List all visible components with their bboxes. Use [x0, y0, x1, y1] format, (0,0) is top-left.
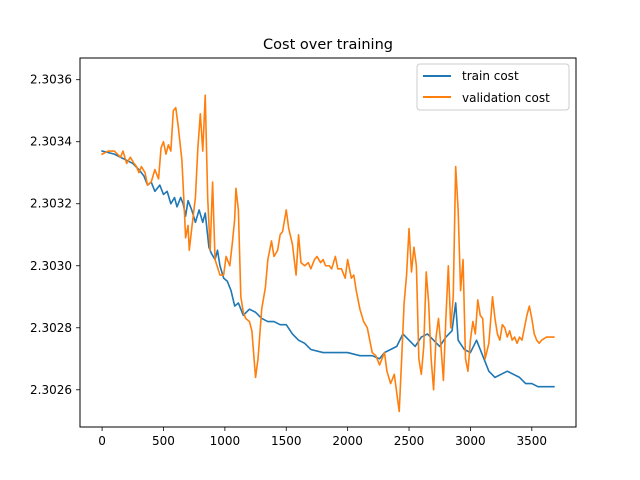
y-tick-label: 2.3032 — [30, 197, 72, 211]
y-axis: 2.3026 2.3028 2.3030 2.3032 2.3034 2.3036 — [30, 73, 80, 397]
y-tick-label: 2.3026 — [30, 383, 72, 397]
x-tick-label: 3000 — [455, 434, 486, 448]
x-tick-label: 0 — [98, 434, 106, 448]
series-line-train-cost — [101, 150, 555, 388]
x-tick-label: 1000 — [210, 434, 241, 448]
legend-label-train-cost: train cost — [462, 69, 519, 83]
legend-box — [416, 63, 570, 111]
x-tick-label: 500 — [152, 434, 175, 448]
axes-background — [80, 58, 576, 427]
x-tick-label: 2500 — [394, 434, 425, 448]
y-tick-label: 2.3034 — [30, 135, 72, 149]
series-line-validation-cost — [101, 94, 555, 413]
chart-title: Cost over training — [263, 37, 393, 53]
x-tick-label: 1500 — [271, 434, 302, 448]
y-tick-label: 2.3036 — [30, 73, 72, 87]
x-tick-label: 2000 — [332, 434, 363, 448]
axes-frame — [79, 57, 577, 428]
legend-label-validation-cost: validation cost — [462, 91, 550, 105]
x-tick-label: 3500 — [517, 434, 548, 448]
plot-area: 2.3026 2.3028 2.3030 2.3032 2.3034 2.3036 0 50… — [30, 57, 577, 448]
x-axis: 0 500 1000 1500 2000 2500 3000 3500 — [98, 427, 547, 448]
y-tick-label: 2.3028 — [30, 321, 72, 335]
legend: train cost validation cost — [416, 63, 570, 111]
series-lines — [101, 94, 555, 413]
y-tick-label: 2.3030 — [30, 259, 72, 273]
